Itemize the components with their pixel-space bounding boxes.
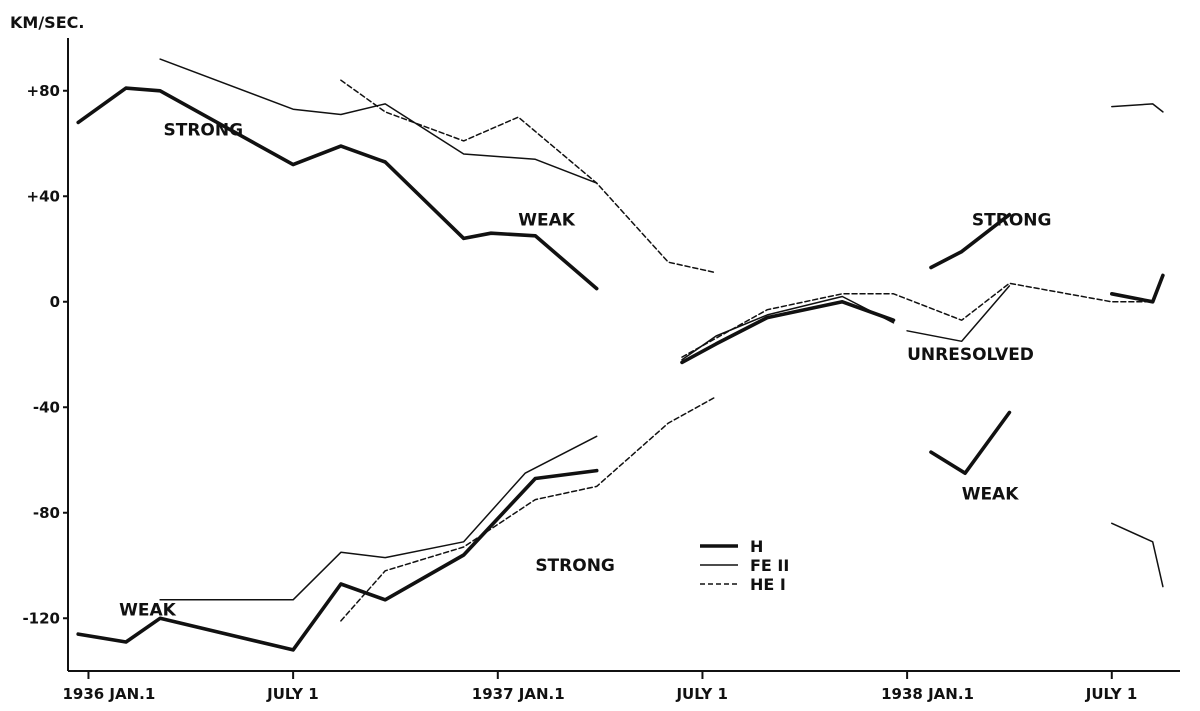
series-line-fe-ii: [1111, 522, 1164, 588]
x-tick-label: 1936 JAN.1: [62, 685, 155, 703]
y-axis-unit-label: KM/SEC.: [10, 13, 84, 32]
series-line-fe-ii: [906, 285, 1011, 343]
annotation-label: UNRESOLVED: [907, 345, 1034, 365]
series-line-fe-ii: [681, 295, 895, 361]
series-line-h: [680, 299, 896, 365]
series-line-fe-ii: [159, 435, 598, 601]
x-tick-label: JULY 1: [675, 685, 728, 703]
series-line-h: [1110, 273, 1165, 304]
y-tick-label: +80: [27, 82, 60, 100]
series-line-h: [929, 410, 1012, 476]
y-tick-label: -80: [33, 504, 60, 522]
x-tick-label: 1937 JAN.1: [472, 685, 565, 703]
annotation-label: STRONG: [164, 121, 244, 141]
legend-label: H: [750, 537, 763, 556]
series-line-he-i: [681, 282, 1154, 358]
series-line-he-i: [340, 79, 717, 274]
y-tick-label: -120: [22, 609, 60, 627]
annotation-label: WEAK: [518, 210, 576, 230]
legend-label: FE II: [750, 556, 789, 575]
annotation-label: STRONG: [535, 556, 615, 576]
series-line-fe-ii: [159, 58, 598, 184]
annotation-label: WEAK: [962, 485, 1020, 505]
series-line-h: [76, 468, 599, 652]
series-line-fe-ii: [1111, 103, 1164, 113]
series-line-h: [76, 86, 599, 291]
x-tick-label: JULY 1: [266, 685, 319, 703]
x-tick-label: 1938 JAN.1: [881, 685, 974, 703]
annotation-label: STRONG: [972, 210, 1052, 230]
y-tick-label: 0: [50, 293, 60, 311]
y-tick-label: +40: [27, 187, 60, 205]
x-tick-label: JULY 1: [1085, 685, 1138, 703]
annotation-label: WEAK: [119, 601, 177, 621]
series-line-he-i: [340, 395, 717, 622]
legend-label: HE I: [750, 575, 786, 594]
y-tick-label: -40: [33, 398, 60, 416]
series-line-h: [929, 212, 1012, 270]
